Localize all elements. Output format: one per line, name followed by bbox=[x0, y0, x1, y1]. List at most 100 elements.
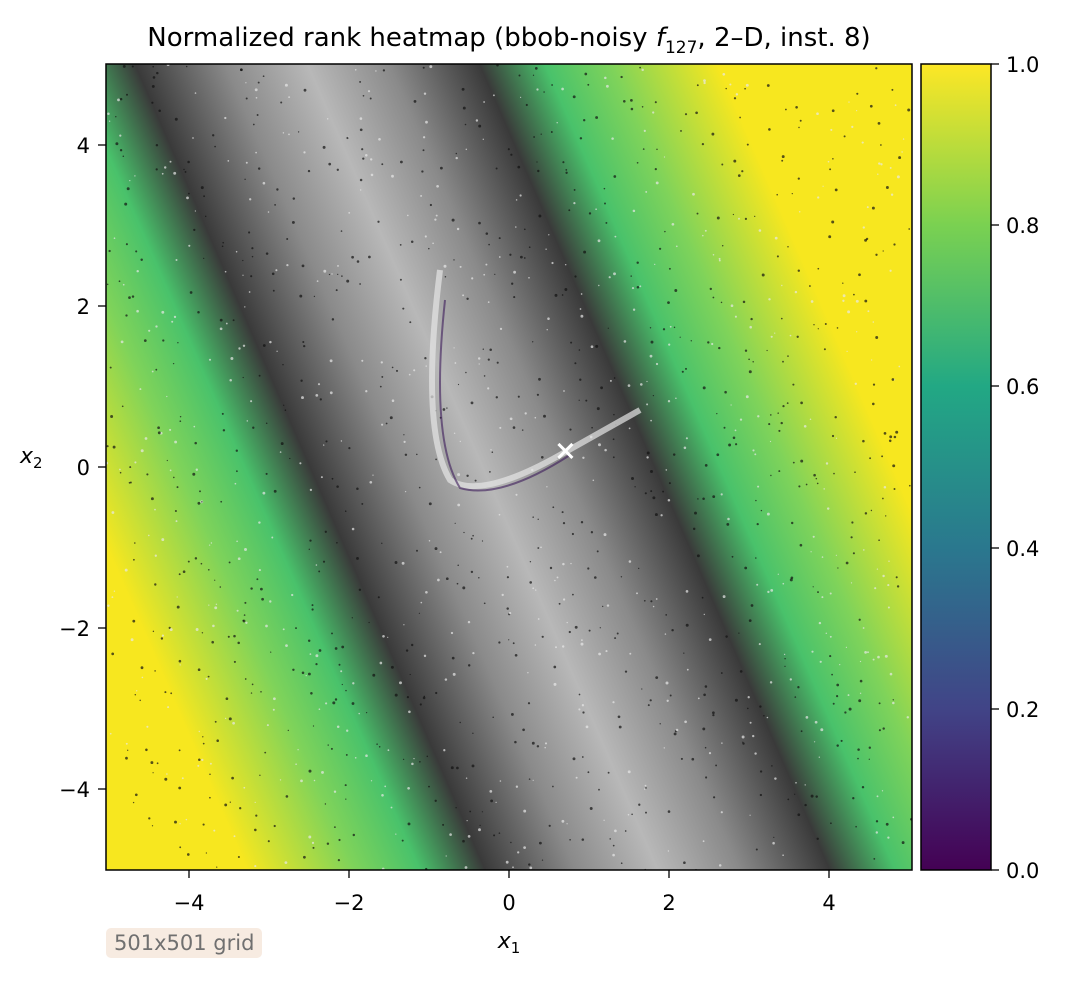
noise-speckle bbox=[262, 344, 266, 347]
noise-speckle bbox=[641, 688, 643, 690]
noise-speckle bbox=[122, 64, 126, 68]
noise-speckle bbox=[478, 221, 481, 225]
noise-speckle bbox=[537, 518, 539, 520]
noise-speckle bbox=[720, 672, 723, 674]
noise-speckle bbox=[187, 560, 190, 563]
noise-speckle bbox=[739, 670, 743, 673]
noise-speckle bbox=[569, 428, 572, 431]
noise-speckle bbox=[614, 235, 617, 238]
noise-speckle bbox=[891, 378, 895, 381]
noise-speckle bbox=[106, 283, 109, 286]
noise-speckle bbox=[256, 114, 259, 116]
noise-speckle bbox=[286, 263, 289, 267]
noise-speckle bbox=[340, 670, 343, 673]
noise-speckle bbox=[148, 329, 151, 332]
noise-speckle bbox=[356, 487, 359, 491]
noise-speckle bbox=[620, 75, 623, 79]
noise-speckle bbox=[834, 188, 838, 192]
noise-speckle bbox=[754, 752, 757, 755]
noise-speckle bbox=[748, 619, 752, 622]
noise-speckle bbox=[134, 542, 136, 544]
noise-speckle bbox=[703, 613, 705, 616]
noise-speckle bbox=[875, 820, 879, 823]
noise-speckle bbox=[821, 556, 824, 558]
noise-speckle bbox=[795, 781, 797, 784]
noise-speckle bbox=[517, 395, 520, 398]
noise-speckle bbox=[140, 258, 143, 262]
noise-speckle bbox=[511, 282, 514, 285]
noise-speckle bbox=[131, 65, 134, 68]
noise-speckle bbox=[645, 811, 647, 814]
noise-speckle bbox=[703, 693, 706, 697]
noise-speckle bbox=[781, 284, 783, 287]
noise-speckle bbox=[616, 632, 619, 635]
noise-speckle bbox=[634, 486, 636, 488]
noise-speckle bbox=[326, 842, 330, 845]
noise-speckle bbox=[461, 87, 465, 91]
noise-speckle bbox=[338, 663, 341, 666]
noise-speckle bbox=[778, 429, 781, 432]
noise-speckle bbox=[361, 359, 364, 362]
noise-speckle bbox=[227, 160, 230, 162]
noise-speckle bbox=[630, 99, 633, 102]
colorbar-tick-label: 0.2 bbox=[1006, 698, 1039, 722]
noise-speckle bbox=[825, 632, 828, 635]
noise-speckle bbox=[646, 451, 650, 455]
noise-speckle bbox=[837, 567, 839, 569]
noise-speckle bbox=[540, 133, 542, 135]
noise-speckle bbox=[487, 387, 490, 390]
noise-speckle bbox=[667, 498, 671, 502]
noise-speckle bbox=[399, 278, 402, 281]
noise-speckle bbox=[237, 855, 240, 859]
noise-speckle bbox=[712, 495, 716, 498]
noise-speckle bbox=[182, 570, 186, 574]
noise-speckle bbox=[798, 485, 801, 488]
noise-speckle bbox=[598, 788, 600, 791]
noise-speckle bbox=[627, 813, 630, 816]
y-axis-title: x2 bbox=[19, 444, 43, 472]
noise-speckle bbox=[457, 564, 459, 566]
noise-speckle bbox=[119, 134, 122, 137]
noise-speckle bbox=[346, 279, 350, 283]
noise-speckle bbox=[265, 472, 268, 475]
noise-speckle bbox=[369, 97, 372, 100]
noise-speckle bbox=[528, 246, 531, 249]
noise-speckle bbox=[885, 822, 889, 826]
noise-speckle bbox=[733, 97, 737, 100]
noise-speckle bbox=[252, 426, 255, 429]
noise-speckle bbox=[405, 649, 409, 652]
noise-speckle bbox=[163, 166, 167, 169]
noise-speckle bbox=[300, 779, 303, 783]
noise-speckle bbox=[522, 728, 525, 732]
noise-speckle bbox=[122, 155, 125, 157]
noise-speckle bbox=[161, 634, 164, 637]
noise-speckle bbox=[547, 317, 550, 320]
noise-speckle bbox=[439, 166, 443, 170]
noise-speckle bbox=[760, 509, 763, 512]
noise-speckle bbox=[842, 282, 844, 284]
noise-speckle bbox=[889, 672, 893, 676]
noise-speckle bbox=[650, 600, 653, 603]
noise-speckle bbox=[792, 383, 795, 386]
noise-speckle bbox=[478, 363, 480, 365]
noise-speckle bbox=[365, 754, 368, 757]
noise-speckle bbox=[908, 228, 911, 230]
noise-speckle bbox=[250, 400, 253, 403]
noise-speckle bbox=[783, 653, 786, 656]
noise-speckle bbox=[323, 269, 327, 273]
noise-speckle bbox=[380, 361, 383, 364]
noise-speckle bbox=[652, 111, 655, 114]
noise-speckle bbox=[111, 596, 114, 599]
noise-speckle bbox=[519, 194, 522, 197]
noise-speckle bbox=[519, 96, 522, 99]
noise-speckle bbox=[692, 527, 696, 531]
noise-speckle bbox=[819, 660, 822, 663]
noise-speckle bbox=[861, 785, 865, 789]
noise-speckle bbox=[152, 772, 154, 774]
noise-speckle bbox=[192, 472, 196, 476]
noise-speckle bbox=[275, 269, 278, 272]
noise-speckle bbox=[656, 148, 658, 151]
noise-speckle bbox=[450, 766, 454, 770]
noise-speckle bbox=[245, 621, 248, 624]
noise-speckle bbox=[533, 136, 536, 138]
